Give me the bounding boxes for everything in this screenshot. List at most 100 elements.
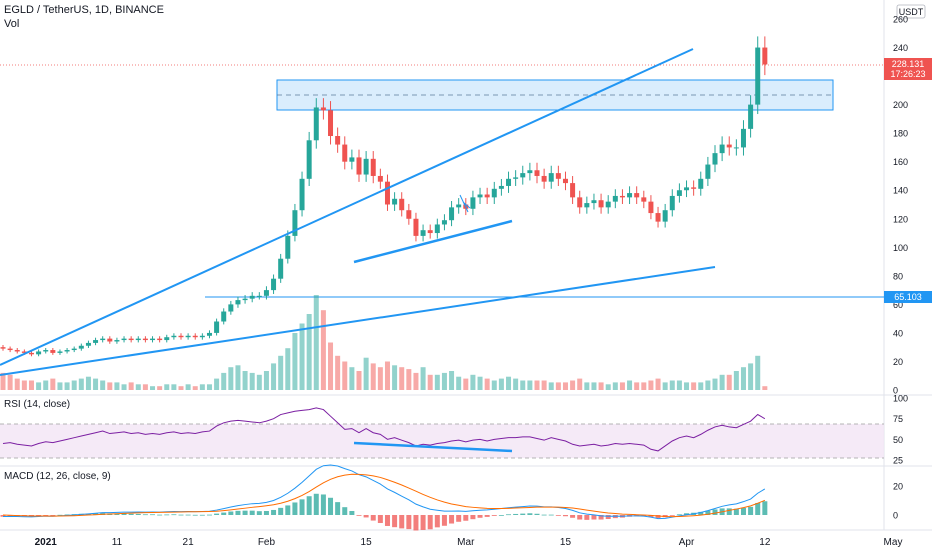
volume-bar [249, 372, 255, 390]
candle-body [434, 224, 440, 234]
time-axis[interactable]: 20211121Feb15Mar15Apr12May17 [35, 537, 932, 548]
candle-body [399, 198, 405, 211]
macd-histogram-bar [328, 497, 334, 515]
volume-bar [513, 378, 519, 390]
macd-histogram-bar [669, 515, 675, 516]
price-tick-label: 200 [893, 100, 908, 110]
rsi-band [0, 424, 884, 458]
macd-histogram-bar [349, 510, 355, 515]
bar-countdown: 17:26:23 [890, 69, 925, 79]
candle-body [634, 193, 640, 198]
candle-body [719, 144, 725, 154]
candle-body [456, 204, 462, 208]
rsi-tick-label: 50 [893, 435, 903, 445]
candle-body [413, 218, 419, 236]
trendline-rsi-divergence[interactable] [353, 441, 513, 453]
candle-body [541, 175, 547, 182]
candle-body [178, 335, 184, 338]
currency-badge[interactable] [896, 4, 926, 19]
volume-bar [534, 380, 540, 390]
volume-bar [271, 363, 277, 390]
volume-bar [669, 380, 675, 390]
volume-bar [28, 380, 34, 390]
candle-body [712, 153, 718, 165]
volume-bar [477, 376, 483, 390]
macd-histogram-bar [733, 508, 739, 515]
macd-histogram-bar [356, 515, 362, 516]
trendline-price-divergence[interactable] [353, 219, 513, 264]
macd-histogram-bar [363, 515, 369, 518]
rsi-label: RSI (14, close) [4, 399, 70, 410]
candle-body [484, 194, 490, 198]
volume-bar [370, 363, 376, 390]
candle-body [285, 235, 291, 259]
macd-line [3, 464, 766, 520]
macd-histogram-bar [584, 515, 590, 520]
macd-axis: 20 0 [893, 482, 903, 521]
trendline-long[interactable] [0, 266, 716, 376]
price-tick-label: 40 [893, 328, 903, 338]
symbol-title: EGLD / TetherUS, 1D, BINANCE [4, 4, 164, 16]
macd-histogram-bar [128, 513, 134, 515]
candle-body [171, 335, 177, 338]
volume-bar [85, 376, 91, 390]
price-tick-label: 80 [893, 271, 903, 281]
macd-histogram-bar [441, 515, 447, 526]
candle-body [762, 47, 768, 65]
candle-body [199, 335, 205, 338]
macd-histogram-bar [335, 502, 341, 515]
candle-body [662, 210, 668, 222]
price-tick-label: 100 [893, 243, 908, 253]
macd-histogram-bar [434, 515, 440, 528]
candle-body [14, 350, 20, 352]
macd-histogram-bar [320, 494, 326, 515]
volume-bar [420, 367, 426, 390]
macd-histogram-bar [50, 515, 56, 516]
candle-body [28, 352, 34, 355]
candle-body [755, 47, 761, 105]
macd-histogram-bar [726, 508, 732, 515]
candle-body [449, 207, 455, 221]
macd-histogram-bar [370, 515, 376, 521]
trendline-steep[interactable] [0, 48, 694, 366]
candle-body [562, 178, 568, 184]
volume-bar [135, 384, 141, 390]
candle-body [142, 338, 148, 341]
candle-body [221, 311, 227, 322]
volume-bar [655, 378, 661, 390]
support-price-badge [884, 291, 932, 303]
macd-tick-label: 0 [893, 511, 898, 521]
candle-body [570, 183, 576, 198]
candle-body [228, 304, 234, 312]
volume-bar [648, 380, 654, 390]
candle-body [192, 335, 198, 338]
volume-bar [755, 355, 761, 390]
candle-body [242, 298, 248, 301]
candle-body [100, 338, 106, 341]
volume-bar [612, 382, 618, 390]
price-tick-label: 260 [893, 15, 908, 25]
volume-bar [256, 374, 262, 390]
candle-body [0, 347, 6, 349]
volume-bar [384, 361, 390, 390]
candle-body [520, 173, 526, 178]
volume-bar [285, 348, 291, 390]
macd-histogram-bar [178, 514, 184, 516]
volume-bar [221, 372, 227, 390]
volume-bar [100, 380, 106, 390]
candle-body [641, 197, 647, 202]
macd-histogram-bar [520, 513, 526, 515]
rsi-axis: 100 75 50 25 [893, 394, 908, 466]
volume-bar [726, 374, 732, 390]
volume-bar [520, 380, 526, 390]
signal-line [2, 473, 766, 518]
candle-body [392, 198, 398, 205]
arrow-drawing[interactable] [459, 194, 471, 213]
volume-bar [441, 372, 447, 390]
macd-histogram-bar [64, 514, 70, 516]
macd-histogram-bar [527, 513, 533, 515]
candle-body [655, 213, 661, 222]
